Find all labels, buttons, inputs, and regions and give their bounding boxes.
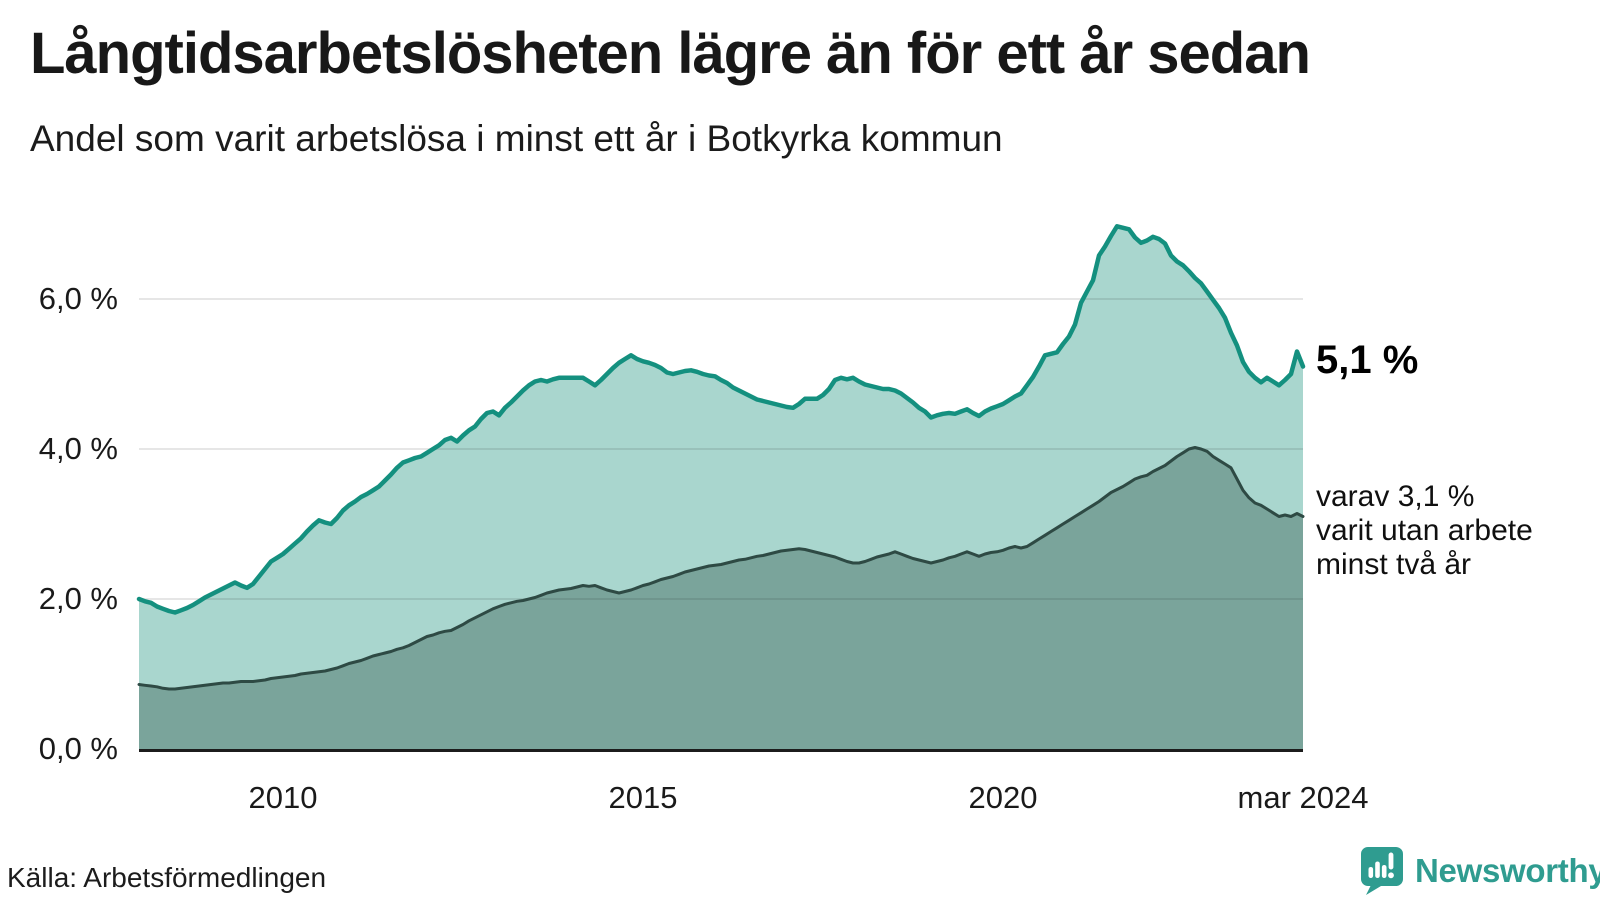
newsworthy-logo: Newsworthy [1360,846,1600,896]
source-credit: Källa: Arbetsförmedlingen [7,862,327,893]
end-value-label: 5,1 % [1316,338,1419,382]
gridlines [139,298,1303,600]
y-tick-0: 0,0 % [38,731,118,766]
x-tick-2020: 2020 [968,780,1038,815]
line-total-one-year [136,224,1306,615]
page-subtitle: Andel som varit arbetslösa i minst ett å… [30,118,1003,159]
two-year-annotation-line1: varav 3,1 % [1316,480,1475,513]
newsworthy-wordmark: Newsworthy [1415,852,1600,889]
x-tick-2015: 2015 [608,780,678,815]
y-tick-4: 4,0 % [38,431,118,466]
page-title: Långtidsarbetslösheten lägre än för ett … [30,21,1311,86]
two-year-annotation-line3: minst två år [1316,548,1472,581]
two-year-annotation-line2: varit utan arbete [1316,514,1533,547]
x-tick-2010: 2010 [248,780,318,815]
area-two-years [139,447,1303,749]
two-year-annotation: varav 3,1 % varit utan arbete minst två … [1316,480,1533,582]
y-tick-6: 6,0 % [38,281,118,316]
newsworthy-bubble-icon [1361,847,1403,895]
y-tick-2: 2,0 % [38,581,118,616]
x-tick-mar-2024: mar 2024 [1237,780,1369,815]
line-two-years [137,446,1305,691]
